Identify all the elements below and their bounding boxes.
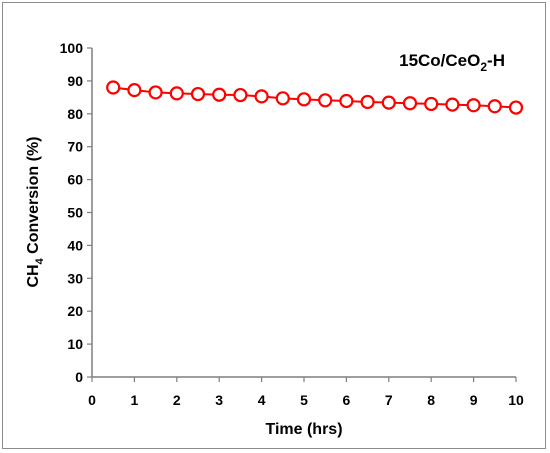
y-tick-label: 40 <box>67 237 83 253</box>
data-point <box>127 83 142 98</box>
data-point <box>466 98 481 113</box>
x-tick-label: 7 <box>385 392 393 408</box>
y-tick-label: 60 <box>67 172 83 188</box>
ticks: 0 10 20 30 40 50 60 70 80 90 100 0 1 2 3 4 5 6 7 8 9 10 <box>60 40 524 408</box>
data-point <box>190 86 206 102</box>
x-tick-label: 6 <box>343 392 351 408</box>
data-point <box>296 92 312 107</box>
data-point <box>424 96 439 112</box>
y-axis-title-main: CH <box>25 264 42 287</box>
x-tick-label: 8 <box>427 392 435 408</box>
data-point <box>445 97 460 112</box>
data-point <box>339 93 354 109</box>
data-point <box>508 100 524 115</box>
y-axis-title-subscript: 4 <box>34 257 46 264</box>
x-tick-label: 2 <box>173 392 181 408</box>
y-tick-label: 30 <box>67 270 83 286</box>
annotation-main: 15Co/CeO <box>399 51 480 70</box>
x-tick-label: 0 <box>88 392 96 408</box>
x-axis-title: Time (hrs) <box>265 421 342 438</box>
data-point <box>381 95 396 110</box>
x-tick-label: 9 <box>470 392 478 408</box>
y-tick-label: 90 <box>67 73 83 89</box>
y-tick-label: 10 <box>67 336 83 352</box>
y-tick-label: 70 <box>67 139 83 155</box>
data-point <box>275 91 290 106</box>
x-tick-label: 3 <box>215 392 223 408</box>
data-point <box>402 96 418 111</box>
data-point <box>169 86 184 101</box>
data-point <box>148 85 163 100</box>
data-point <box>360 94 375 110</box>
y-tick-label: 100 <box>60 40 84 56</box>
x-tick-label: 5 <box>300 392 308 408</box>
data-point <box>233 87 248 103</box>
y-tick-label: 50 <box>67 205 83 221</box>
x-tick-label: 4 <box>258 392 266 408</box>
annotation-subscript: 2 <box>480 60 487 74</box>
annotation-label: 15Co/CeO2-H <box>399 51 505 74</box>
data-point <box>254 89 269 104</box>
data-point <box>487 99 502 114</box>
y-tick-label: 20 <box>67 303 83 319</box>
x-tick-label: 10 <box>508 392 524 408</box>
y-axis-title-tail: Conversion (%) <box>25 136 42 258</box>
y-tick-label: 80 <box>67 106 83 122</box>
x-tick-label: 1 <box>131 392 139 408</box>
series <box>106 80 524 115</box>
annotation-tail: -H <box>487 51 505 70</box>
data-point <box>318 93 333 108</box>
data-point <box>212 87 227 102</box>
y-tick-label: 0 <box>75 369 83 385</box>
y-axis-title: CH4 Conversion (%) <box>25 136 46 287</box>
data-point <box>106 80 121 95</box>
